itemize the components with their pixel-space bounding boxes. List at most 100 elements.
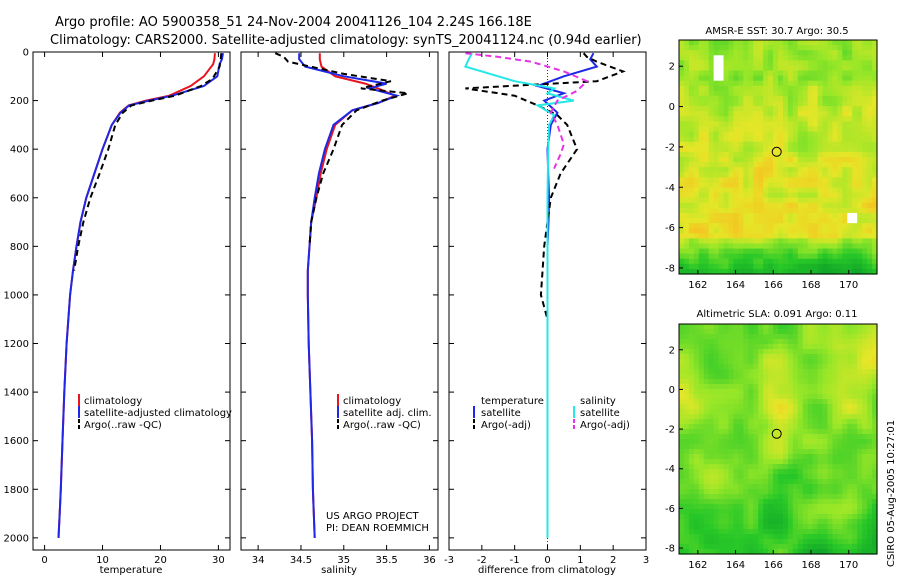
map-cell (728, 162, 735, 168)
map-cell (688, 434, 695, 440)
map-cell (693, 131, 700, 138)
map-cell (708, 172, 715, 178)
map-cell (787, 45, 794, 51)
map-cell (758, 136, 764, 143)
map-cell (733, 424, 739, 430)
map-cell (792, 106, 799, 112)
map-cell (847, 484, 853, 490)
map-cell (817, 494, 824, 500)
map-cell (807, 544, 814, 550)
map-cell (832, 172, 838, 178)
map-cell (748, 223, 754, 229)
map-ytick-label: 0 (669, 102, 675, 113)
map-cell (862, 409, 868, 415)
map-cell (768, 374, 774, 380)
map-cell (743, 354, 749, 360)
map-cell (832, 374, 838, 380)
map-cell (728, 339, 735, 345)
map-cell (713, 167, 720, 173)
map-cell (723, 65, 730, 72)
map-cell (792, 60, 799, 67)
map-cell (852, 399, 858, 405)
map-cell (872, 177, 878, 184)
map-cell (857, 85, 863, 92)
map-cell (787, 223, 794, 229)
map-cell (758, 344, 764, 350)
map-cell (827, 424, 834, 430)
map-cell (703, 439, 710, 445)
map-cell (723, 126, 730, 133)
map-cell (748, 424, 754, 430)
map-cell (758, 469, 764, 475)
map-cell (832, 369, 838, 375)
map-cell (753, 359, 759, 365)
map-cell (743, 399, 749, 405)
map-cell (713, 374, 720, 380)
map-cell (867, 329, 873, 335)
map-cell (807, 121, 814, 128)
map-cell (797, 539, 804, 545)
map-cell (867, 529, 873, 535)
map-cell (837, 258, 843, 265)
map-cell (827, 439, 834, 445)
map-cell (753, 514, 759, 520)
map-cell (758, 349, 764, 355)
map-cell (862, 268, 868, 275)
map-cell (807, 243, 814, 250)
map-cell (822, 65, 829, 72)
map-cell (832, 539, 838, 545)
map-cell (842, 449, 848, 455)
map-cell (683, 85, 690, 92)
map-cell (862, 364, 868, 370)
map-cell (778, 90, 784, 97)
map-cell (693, 509, 700, 515)
map-cell (857, 459, 863, 465)
map-cell (693, 374, 700, 380)
map-cell (733, 509, 739, 515)
map-cell (797, 484, 804, 490)
map-cell (802, 424, 809, 430)
map-cell (842, 454, 848, 460)
map-cell (862, 101, 868, 107)
map-cell (807, 80, 814, 87)
ytick-label: 1200 (4, 339, 29, 350)
map-cell (753, 253, 759, 260)
map-cell (763, 399, 769, 405)
map-cell (857, 509, 863, 515)
map-cell (738, 95, 744, 102)
map-cell (778, 268, 784, 275)
map-cell (738, 529, 744, 535)
map-cell (688, 519, 695, 525)
map-cell (683, 75, 690, 82)
map-cell (832, 434, 838, 440)
map-cell (743, 509, 749, 515)
map-cell (778, 45, 784, 51)
map-cell (733, 70, 739, 77)
map-cell (758, 151, 764, 158)
map-cell (708, 187, 715, 194)
map-cell (847, 65, 853, 72)
map-cell (723, 131, 730, 138)
map-cell (748, 419, 754, 425)
map-cell (679, 101, 685, 107)
map-cell (857, 136, 863, 143)
map-cell (857, 106, 863, 112)
map-cell (797, 192, 804, 199)
map-cell (679, 499, 685, 505)
map-cell (703, 499, 710, 505)
map-cell (797, 116, 804, 122)
map-cell (857, 228, 863, 234)
map-cell (807, 529, 814, 535)
map-cell (733, 369, 739, 375)
map-cell (688, 354, 695, 360)
map-cell (857, 207, 863, 214)
map-cell (698, 504, 705, 510)
map-cell (703, 151, 710, 158)
map-cell (797, 324, 804, 330)
map-cell (827, 263, 834, 270)
map-cell (812, 424, 819, 430)
map-cell (832, 329, 838, 335)
map-cell (753, 131, 759, 138)
map-cell (862, 50, 868, 56)
map-cell (728, 126, 735, 133)
